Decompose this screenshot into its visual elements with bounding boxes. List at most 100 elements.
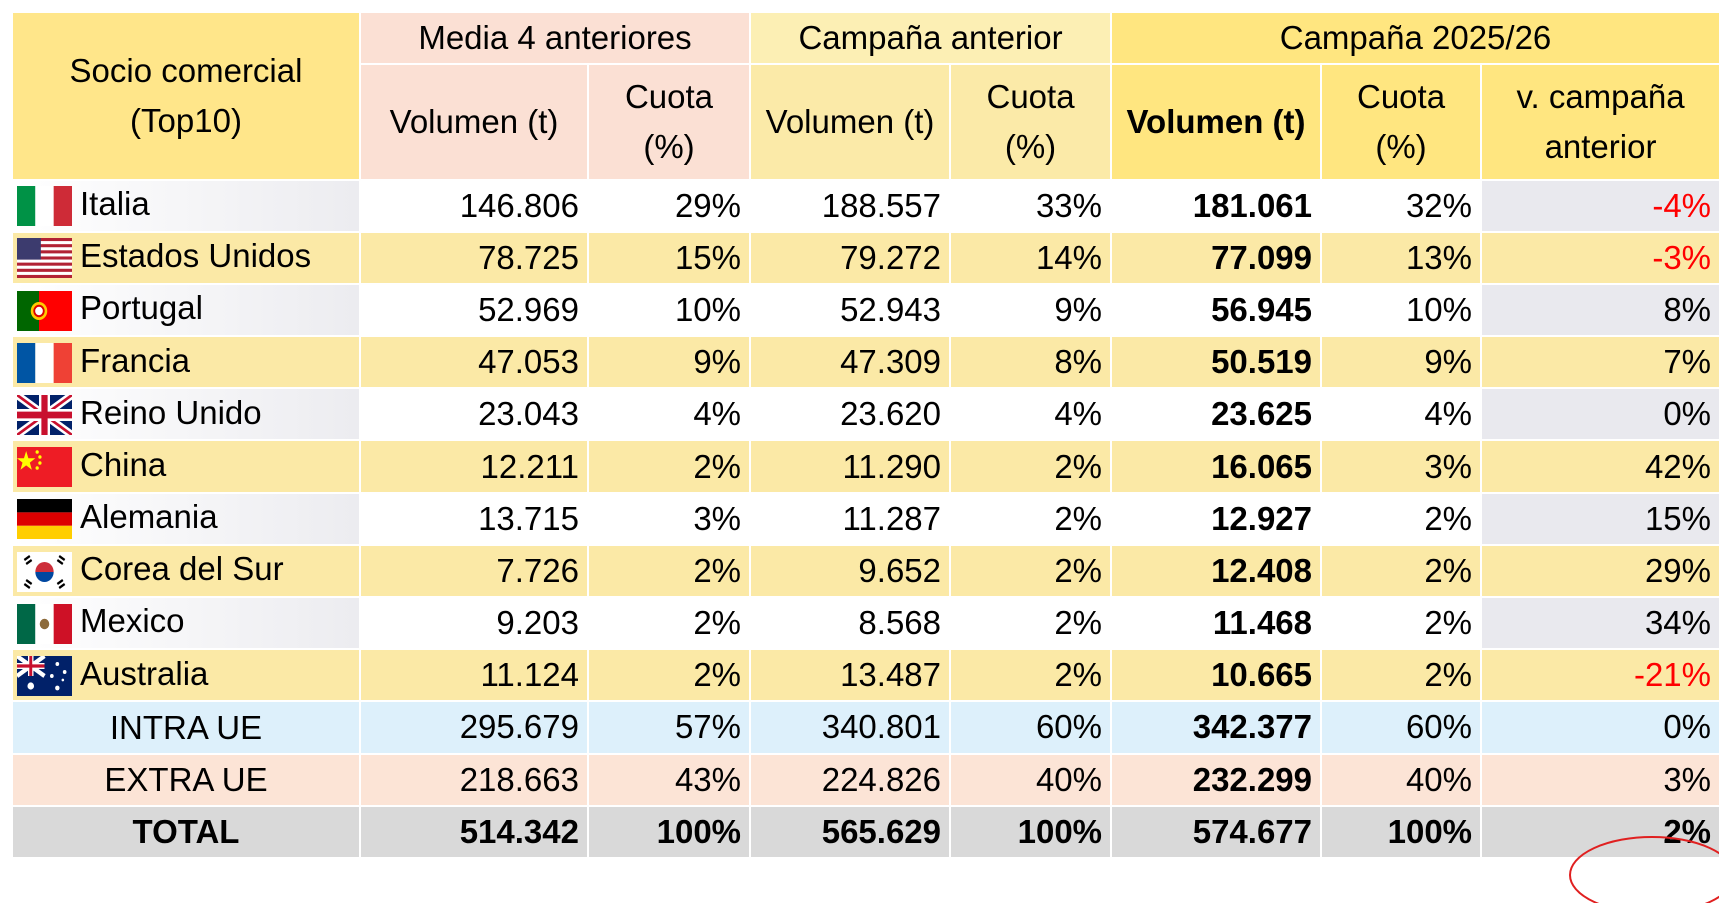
value-cell: 7.726 xyxy=(359,543,589,599)
value-cell: 0% xyxy=(1480,387,1719,442)
data-row: Corea del Sur 7.726 2% 9.652 2% 12.408 2% 29% xyxy=(11,543,1719,599)
value-cell: 77.099 xyxy=(1110,230,1323,285)
country-name: Portugal xyxy=(80,289,203,327)
value-cell: 13.715 xyxy=(359,491,589,546)
data-row: Portugal 52.969 10% 52.943 9% 56.945 10% 8% xyxy=(11,282,1719,338)
value-cell: 8.568 xyxy=(749,595,952,651)
country-cell: Francia xyxy=(11,335,361,390)
total-value: 100% xyxy=(949,804,1113,859)
value-cell: 16.065 xyxy=(1110,439,1323,494)
value-cell: 78.725 xyxy=(359,230,589,285)
value-cell: 10% xyxy=(1320,282,1483,338)
value-cell: -3% xyxy=(1480,230,1719,285)
country-cell: Italia xyxy=(11,178,361,233)
value-cell: 9% xyxy=(1320,335,1483,390)
country-cell: Australia xyxy=(11,648,361,703)
data-row: Francia 47.053 9% 47.309 8% 50.519 9% 7% xyxy=(11,335,1719,390)
value-cell: 2% xyxy=(586,439,752,494)
total-name: EXTRA UE xyxy=(11,752,361,807)
country-name: Alemania xyxy=(80,498,218,536)
sub-header: Cuota (%) xyxy=(1320,62,1483,181)
data-row: Italia 146.806 29% 188.557 33% 181.061 32% -4% xyxy=(11,178,1719,233)
value-cell: 10% xyxy=(586,282,752,338)
value-cell: 14% xyxy=(949,230,1113,285)
value-cell: 32% xyxy=(1320,178,1483,233)
value-cell: 2% xyxy=(949,439,1113,494)
value-cell: 2% xyxy=(1320,595,1483,651)
total-value: 514.342 xyxy=(359,804,589,859)
country-cell: Reino Unido xyxy=(11,387,361,442)
value-cell: 11.468 xyxy=(1110,595,1323,651)
value-cell: 2% xyxy=(586,648,752,703)
value-cell: 4% xyxy=(1320,387,1483,442)
data-row: Estados Unidos 78.725 15% 79.272 14% 77.099 13… xyxy=(11,230,1719,285)
flag-icon xyxy=(17,342,72,383)
value-cell: 23.620 xyxy=(749,387,952,442)
value-cell: 2% xyxy=(1320,648,1483,703)
flag-icon xyxy=(17,499,72,540)
country-cell: Corea del Sur xyxy=(11,543,361,599)
value-cell: 52.943 xyxy=(749,282,952,338)
value-cell: 79.272 xyxy=(749,230,952,285)
group-header: Campaña anterior xyxy=(749,11,1113,65)
value-cell: 9% xyxy=(949,282,1113,338)
value-cell: -21% xyxy=(1480,648,1719,703)
header-row: Volumen (t) Cuota (%) Volumen (t) Cuota (%)… xyxy=(12,62,1719,181)
value-cell: 2% xyxy=(949,648,1113,703)
country-cell: Alemania xyxy=(11,491,361,546)
value-cell: 33% xyxy=(949,178,1113,233)
flag xyxy=(17,394,72,435)
value-cell: 29% xyxy=(1480,543,1719,599)
total-value: 43% xyxy=(586,752,752,807)
value-cell: 2% xyxy=(949,595,1113,651)
total-value: 60% xyxy=(949,700,1113,755)
total-value: 40% xyxy=(1320,752,1483,807)
flag-icon xyxy=(17,186,72,227)
total-row: INTRA UE 295.679 57% 340.801 60% 342.377 60% 0% xyxy=(11,700,1719,755)
value-cell: 4% xyxy=(949,387,1113,442)
total-value: 40% xyxy=(949,752,1113,807)
value-cell: 13% xyxy=(1320,230,1483,285)
country-name: Francia xyxy=(80,341,191,379)
value-cell: 2% xyxy=(1320,543,1483,599)
total-row: EXTRA UE 218.663 43% 224.826 40% 232.299 40% 3% xyxy=(11,752,1719,807)
value-cell: 3% xyxy=(586,491,752,546)
group-header: Campaña 2025/26 xyxy=(1110,11,1719,65)
value-cell: 2% xyxy=(1320,491,1483,546)
value-cell: 47.309 xyxy=(749,335,952,390)
country-cell: Estados Unidos xyxy=(11,230,361,285)
flag-icon xyxy=(17,394,72,435)
value-cell: 42% xyxy=(1480,439,1719,494)
value-cell: 9.652 xyxy=(749,543,952,599)
value-cell: 188.557 xyxy=(749,178,952,233)
value-cell: 7% xyxy=(1480,335,1719,390)
sub-header: Volumen (t) xyxy=(1110,62,1323,181)
sub-header: Cuota (%) xyxy=(949,62,1113,181)
value-cell: 4% xyxy=(586,387,752,442)
country-cell: China xyxy=(11,439,361,494)
value-cell: 12.408 xyxy=(1110,543,1323,599)
total-value: 574.677 xyxy=(1110,804,1323,859)
data-row: Alemania 13.715 3% 11.287 2% 12.927 2% 15% xyxy=(11,491,1719,546)
value-cell: 10.665 xyxy=(1110,648,1323,703)
country-cell: Mexico xyxy=(11,595,361,651)
country-name: Australia xyxy=(80,654,209,692)
country-name: Reino Unido xyxy=(80,393,262,431)
country-cell: Portugal xyxy=(11,282,361,338)
total-value: 100% xyxy=(1320,804,1483,859)
value-cell: 50.519 xyxy=(1110,335,1323,390)
flag xyxy=(17,499,72,540)
total-value: 340.801 xyxy=(749,700,952,755)
header-row: Socio comercial (Top10) Media 4 anteriore… xyxy=(11,11,1719,181)
value-cell: 2% xyxy=(949,491,1113,546)
sub-header: Cuota (%) xyxy=(586,62,752,181)
total-value: 3% xyxy=(1480,752,1719,807)
value-cell: 3% xyxy=(1320,439,1483,494)
data-row: Mexico 9.203 2% 8.568 2% 11.468 2% 34% xyxy=(11,595,1719,651)
total-row: TOTAL 514.342 100% 565.629 100% 574.677 100% 2% xyxy=(11,804,1719,859)
value-cell: 2% xyxy=(586,595,752,651)
value-cell: 11.290 xyxy=(749,439,952,494)
value-cell: 15% xyxy=(586,230,752,285)
total-value: 218.663 xyxy=(359,752,589,807)
